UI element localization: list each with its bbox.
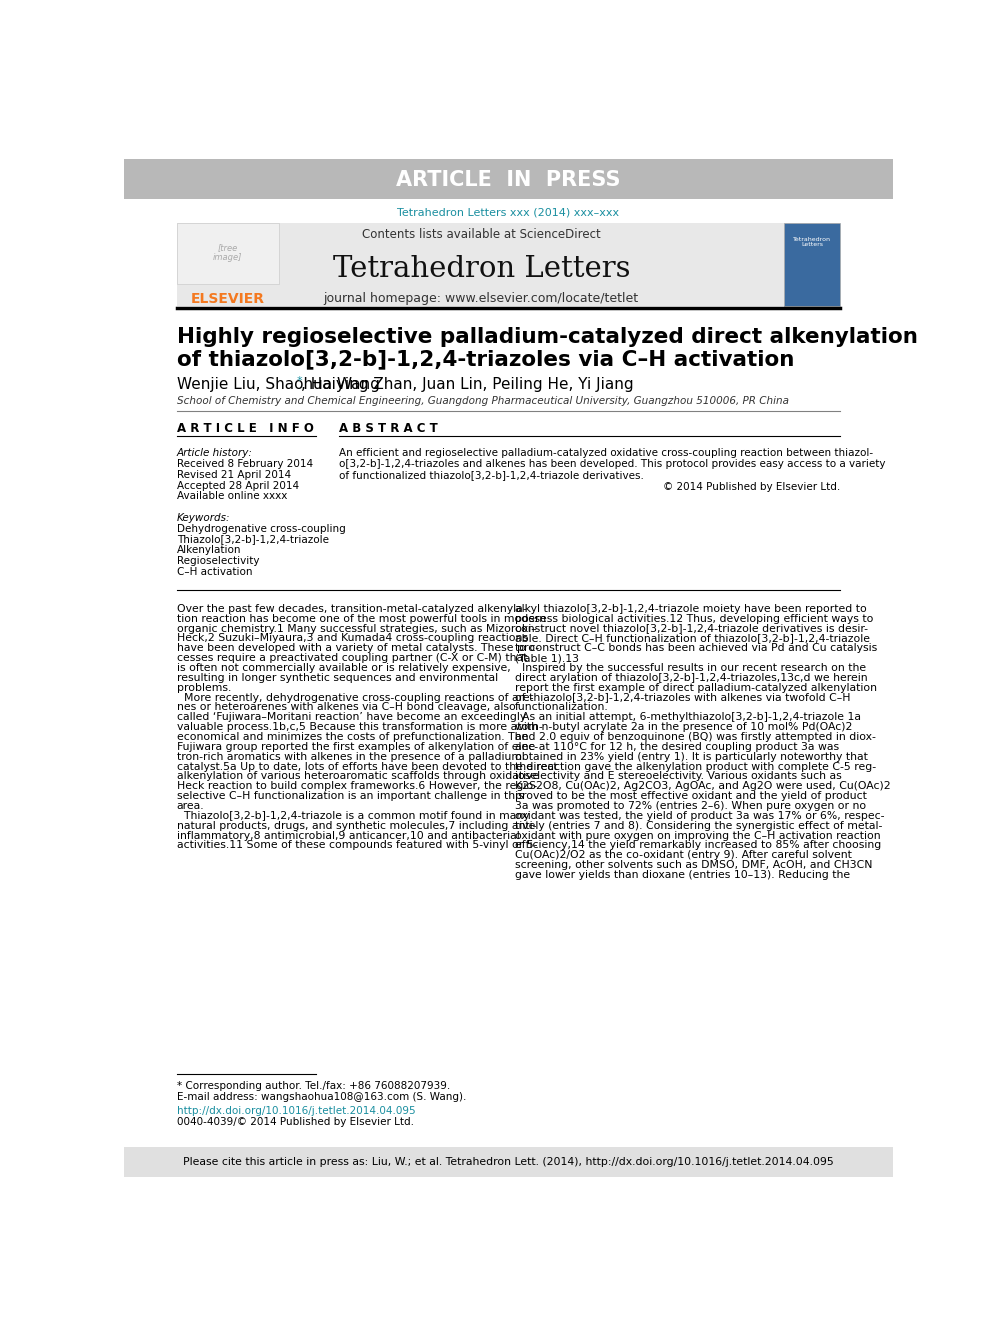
Text: 0040-4039/© 2014 Published by Elsevier Ltd.: 0040-4039/© 2014 Published by Elsevier L… bbox=[177, 1117, 414, 1127]
Bar bbox=[177, 222, 840, 306]
Text: tron-rich aromatics with alkenes in the presence of a palladium: tron-rich aromatics with alkenes in the … bbox=[177, 751, 522, 762]
Text: ELSEVIER: ELSEVIER bbox=[190, 292, 265, 306]
Text: screening, other solvents such as DMSO, DMF, AcOH, and CH3CN: screening, other solvents such as DMSO, … bbox=[515, 860, 872, 871]
Text: functionalization.: functionalization. bbox=[515, 703, 608, 712]
Text: of thiazolo[3,2-b]-1,2,4-triazoles with alkenes via twofold C–H: of thiazolo[3,2-b]-1,2,4-triazoles with … bbox=[515, 692, 850, 703]
Text: Thiazolo[3,2-b]-1,2,4-triazole is a common motif found in many: Thiazolo[3,2-b]-1,2,4-triazole is a comm… bbox=[177, 811, 530, 820]
Text: journal homepage: www.elsevier.com/locate/tetlet: journal homepage: www.elsevier.com/locat… bbox=[323, 291, 639, 304]
Text: possess biological activities.12 Thus, developing efficient ways to: possess biological activities.12 Thus, d… bbox=[515, 614, 873, 623]
Text: organic chemistry.1 Many successful strategies, such as Mizoroki–: organic chemistry.1 Many successful stra… bbox=[177, 623, 537, 634]
Text: Keywords:: Keywords: bbox=[177, 513, 230, 523]
Text: Regioselectivity: Regioselectivity bbox=[177, 556, 259, 566]
Text: report the first example of direct palladium-catalyzed alkenylation: report the first example of direct palla… bbox=[515, 683, 877, 693]
Text: 3a was promoted to 72% (entries 2–6). When pure oxygen or no: 3a was promoted to 72% (entries 2–6). Wh… bbox=[515, 800, 866, 811]
Text: *: * bbox=[297, 376, 303, 386]
Text: inflammatory,8 antimicrobial,9 anticancer,10 and antibacterial: inflammatory,8 antimicrobial,9 anticance… bbox=[177, 831, 520, 840]
Text: C–H activation: C–H activation bbox=[177, 566, 252, 577]
Text: [tree
image]: [tree image] bbox=[213, 243, 242, 262]
Text: Over the past few decades, transition-metal-catalyzed alkenyla-: Over the past few decades, transition-me… bbox=[177, 603, 527, 614]
Text: area.: area. bbox=[177, 800, 204, 811]
Text: Available online xxxx: Available online xxxx bbox=[177, 491, 287, 501]
Text: * Corresponding author. Tel./fax: +86 76088207939.: * Corresponding author. Tel./fax: +86 76… bbox=[177, 1081, 450, 1091]
Text: Dehydrogenative cross-coupling: Dehydrogenative cross-coupling bbox=[177, 524, 345, 533]
Text: obtained in 23% yield (entry 1). It is particularly noteworthy that: obtained in 23% yield (entry 1). It is p… bbox=[515, 751, 867, 762]
Text: o[3,2-b]-1,2,4-triazoles and alkenes has been developed. This protocol provides : o[3,2-b]-1,2,4-triazoles and alkenes has… bbox=[339, 459, 886, 470]
Text: Tetrahedron Letters: Tetrahedron Letters bbox=[332, 255, 630, 283]
Text: efficiency,14 the yield remarkably increased to 85% after choosing: efficiency,14 the yield remarkably incre… bbox=[515, 840, 881, 851]
Text: Alkenylation: Alkenylation bbox=[177, 545, 241, 556]
Text: Inspired by the successful results in our recent research on the: Inspired by the successful results in ou… bbox=[515, 663, 866, 673]
Text: K2S2O8, Cu(OAc)2, Ag2CO3, AgOAc, and Ag2O were used, Cu(OAc)2: K2S2O8, Cu(OAc)2, Ag2CO3, AgOAc, and Ag2… bbox=[515, 781, 890, 791]
Text: Contents lists available at ScienceDirect: Contents lists available at ScienceDirec… bbox=[362, 229, 600, 242]
Bar bbox=[124, 1147, 893, 1177]
Text: , Haiying Zhan, Juan Lin, Peiling He, Yi Jiang: , Haiying Zhan, Juan Lin, Peiling He, Yi… bbox=[302, 377, 634, 392]
Text: Cu(OAc)2/O2 as the co-oxidant (entry 9). After careful solvent: Cu(OAc)2/O2 as the co-oxidant (entry 9).… bbox=[515, 851, 851, 860]
Text: the reaction gave the alkenylation product with complete C-5 reg-: the reaction gave the alkenylation produ… bbox=[515, 762, 876, 771]
Text: activities.11 Some of these compounds featured with 5-vinyl or 5-: activities.11 Some of these compounds fe… bbox=[177, 840, 538, 851]
Text: direct arylation of thiazolo[3,2-b]-1,2,4-triazoles,13c,d we herein: direct arylation of thiazolo[3,2-b]-1,2,… bbox=[515, 673, 867, 683]
Text: More recently, dehydrogenative cross-coupling reactions of are-: More recently, dehydrogenative cross-cou… bbox=[177, 692, 534, 703]
Text: gave lower yields than dioxane (entries 10–13). Reducing the: gave lower yields than dioxane (entries … bbox=[515, 871, 850, 880]
Text: oxidant with pure oxygen on improving the C–H activation reaction: oxidant with pure oxygen on improving th… bbox=[515, 831, 880, 840]
Text: Heck,2 Suzuki–Miyaura,3 and Kumada4 cross-coupling reactions: Heck,2 Suzuki–Miyaura,3 and Kumada4 cros… bbox=[177, 634, 528, 643]
Text: tion reaction has become one of the most powerful tools in modern: tion reaction has become one of the most… bbox=[177, 614, 546, 623]
Text: of thiazolo[3,2-b]-1,2,4-triazoles via C–H activation: of thiazolo[3,2-b]-1,2,4-triazoles via C… bbox=[177, 349, 794, 369]
Text: Tetrahedron
Letters: Tetrahedron Letters bbox=[794, 237, 831, 247]
Text: oxidant was tested, the yield of product 3a was 17% or 6%, respec-: oxidant was tested, the yield of product… bbox=[515, 811, 884, 820]
Text: ARTICLE  IN  PRESS: ARTICLE IN PRESS bbox=[396, 171, 621, 191]
Text: with n-butyl acrylate 2a in the presence of 10 mol% Pd(OAc)2: with n-butyl acrylate 2a in the presence… bbox=[515, 722, 852, 732]
Text: E-mail address: wangshaohua108@163.com (S. Wang).: E-mail address: wangshaohua108@163.com (… bbox=[177, 1091, 466, 1102]
Text: Tetrahedron Letters xxx (2014) xxx–xxx: Tetrahedron Letters xxx (2014) xxx–xxx bbox=[398, 208, 619, 218]
Text: catalyst.5a Up to date, lots of efforts have been devoted to the direct: catalyst.5a Up to date, lots of efforts … bbox=[177, 762, 558, 771]
Text: problems.: problems. bbox=[177, 683, 231, 693]
Text: Fujiwara group reported the first examples of alkenylation of elec-: Fujiwara group reported the first exampl… bbox=[177, 742, 538, 751]
Text: selective C–H functionalization is an important challenge in this: selective C–H functionalization is an im… bbox=[177, 791, 524, 802]
Text: http://dx.doi.org/10.1016/j.tetlet.2014.04.095: http://dx.doi.org/10.1016/j.tetlet.2014.… bbox=[177, 1106, 416, 1115]
Text: Article history:: Article history: bbox=[177, 448, 253, 458]
Text: School of Chemistry and Chemical Engineering, Guangdong Pharmaceutical Universit: School of Chemistry and Chemical Enginee… bbox=[177, 396, 789, 406]
Text: Heck reaction to build complex frameworks.6 However, the regio-: Heck reaction to build complex framework… bbox=[177, 781, 537, 791]
Text: is often not commercially available or is relatively expensive,: is often not commercially available or i… bbox=[177, 663, 511, 673]
Text: Wenjie Liu, Shaohua Wang: Wenjie Liu, Shaohua Wang bbox=[177, 377, 380, 392]
Text: Received 8 February 2014: Received 8 February 2014 bbox=[177, 459, 312, 470]
Text: have been developed with a variety of metal catalysts. These pro-: have been developed with a variety of me… bbox=[177, 643, 539, 654]
Text: Thiazolo[3,2-b]-1,2,4-triazole: Thiazolo[3,2-b]-1,2,4-triazole bbox=[177, 534, 328, 545]
Text: An efficient and regioselective palladium-catalyzed oxidative cross-coupling rea: An efficient and regioselective palladiu… bbox=[339, 448, 874, 458]
Text: Highly regioselective palladium-catalyzed direct alkenylation: Highly regioselective palladium-catalyze… bbox=[177, 327, 918, 348]
Text: As an initial attempt, 6-methylthiazolo[3,2-b]-1,2,4-triazole 1a: As an initial attempt, 6-methylthiazolo[… bbox=[515, 712, 861, 722]
Text: cesses require a preactivated coupling partner (C-X or C-M) that: cesses require a preactivated coupling p… bbox=[177, 654, 527, 663]
Text: Accepted 28 April 2014: Accepted 28 April 2014 bbox=[177, 480, 299, 491]
Text: A R T I C L E   I N F O: A R T I C L E I N F O bbox=[177, 422, 313, 435]
Text: valuable process.1b,c,5 Because this transformation is more atom-: valuable process.1b,c,5 Because this tra… bbox=[177, 722, 543, 732]
Text: Please cite this article in press as: Liu, W.; et al. Tetrahedron Lett. (2014), : Please cite this article in press as: Li… bbox=[184, 1158, 833, 1167]
Text: resulting in longer synthetic sequences and environmental: resulting in longer synthetic sequences … bbox=[177, 673, 498, 683]
Text: able. Direct C–H functionalization of thiazolo[3,2-b]-1,2,4-triazole: able. Direct C–H functionalization of th… bbox=[515, 634, 870, 643]
Text: of functionalized thiazolo[3,2-b]-1,2,4-triazole derivatives.: of functionalized thiazolo[3,2-b]-1,2,4-… bbox=[339, 470, 645, 480]
Bar bbox=[785, 222, 840, 306]
Text: Revised 21 April 2014: Revised 21 April 2014 bbox=[177, 470, 291, 480]
Bar bbox=[177, 222, 279, 284]
Text: nes or heteroarenes with alkenes via C–H bond cleavage, also: nes or heteroarenes with alkenes via C–H… bbox=[177, 703, 516, 712]
Text: ioselectivity and E stereoelectivity. Various oxidants such as: ioselectivity and E stereoelectivity. Va… bbox=[515, 771, 841, 782]
Text: ane at 110°C for 12 h, the desired coupling product 3a was: ane at 110°C for 12 h, the desired coupl… bbox=[515, 742, 838, 751]
Text: called ‘Fujiwara–Moritani reaction’ have become an exceedingly: called ‘Fujiwara–Moritani reaction’ have… bbox=[177, 712, 526, 722]
Text: proved to be the most effective oxidant and the yield of product: proved to be the most effective oxidant … bbox=[515, 791, 866, 802]
Text: alkyl thiazolo[3,2-b]-1,2,4-triazole moiety have been reported to: alkyl thiazolo[3,2-b]-1,2,4-triazole moi… bbox=[515, 603, 866, 614]
Text: A B S T R A C T: A B S T R A C T bbox=[339, 422, 438, 435]
Text: (Table 1).13: (Table 1).13 bbox=[515, 654, 578, 663]
Text: and 2.0 equiv of benzoquinone (BQ) was firstly attempted in diox-: and 2.0 equiv of benzoquinone (BQ) was f… bbox=[515, 732, 876, 742]
Text: economical and minimizes the costs of prefunctionalization. The: economical and minimizes the costs of pr… bbox=[177, 732, 528, 742]
Bar bbox=[124, 159, 893, 198]
Text: alkenylation of various heteroaromatic scaffolds through oxidative: alkenylation of various heteroaromatic s… bbox=[177, 771, 539, 782]
Text: to construct C–C bonds has been achieved via Pd and Cu catalysis: to construct C–C bonds has been achieved… bbox=[515, 643, 877, 654]
Text: construct novel thiazolo[3,2-b]-1,2,4-triazole derivatives is desir-: construct novel thiazolo[3,2-b]-1,2,4-tr… bbox=[515, 623, 868, 634]
Text: © 2014 Published by Elsevier Ltd.: © 2014 Published by Elsevier Ltd. bbox=[663, 482, 840, 492]
Text: natural products, drugs, and synthetic molecules,7 including anti-: natural products, drugs, and synthetic m… bbox=[177, 820, 537, 831]
Text: tively (entries 7 and 8). Considering the synergistic effect of metal-: tively (entries 7 and 8). Considering th… bbox=[515, 820, 882, 831]
